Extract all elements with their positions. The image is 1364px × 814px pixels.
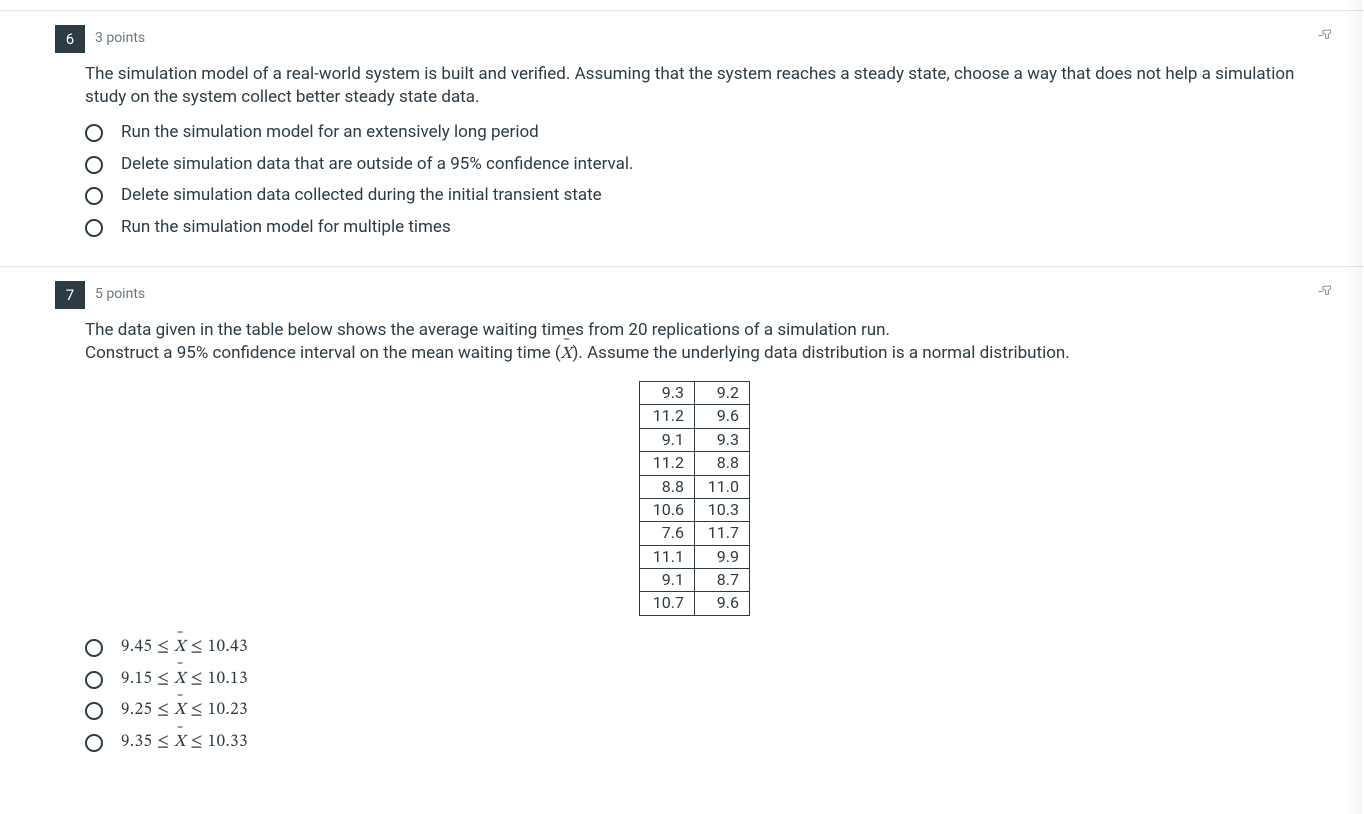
table-cell: 7.6 <box>640 522 695 545</box>
question-text: The data given in the table below shows … <box>85 319 1334 367</box>
table-row: 11.28.8 <box>640 452 750 475</box>
radio-icon[interactable] <box>85 639 103 657</box>
radio-icon[interactable] <box>85 187 103 205</box>
option-row[interactable]: Run the simulation model for an extensiv… <box>85 121 1334 145</box>
question-points: 3 points <box>95 29 145 49</box>
table-cell: 11.2 <box>640 452 695 475</box>
question-block-7: 7 5 points The data given in the table b… <box>0 266 1364 781</box>
question-number: 6 <box>55 25 85 53</box>
options-list: 9.45 ≤ X ≤ 10.43 9.15 ≤ X ≤ 10.13 9.25 ≤ X… <box>85 636 1334 755</box>
question-number: 7 <box>55 281 85 309</box>
table-row: 10.610.3 <box>640 498 750 521</box>
option-row[interactable]: Run the simulation model for multiple ti… <box>85 216 1334 240</box>
radio-icon[interactable] <box>85 671 103 689</box>
table-row: 9.18.7 <box>640 569 750 592</box>
table-cell: 9.3 <box>695 428 750 451</box>
table-cell: 9.6 <box>695 592 750 615</box>
table-row: 7.611.7 <box>640 522 750 545</box>
question-text-post: ). Assume the underlying data distributi… <box>572 343 1069 363</box>
option-row[interactable]: Delete simulation data collected during … <box>85 184 1334 208</box>
options-list: Run the simulation model for an extensiv… <box>85 121 1334 240</box>
radio-icon[interactable] <box>85 219 103 237</box>
table-cell: 11.1 <box>640 545 695 568</box>
pin-icon[interactable] <box>1318 283 1334 305</box>
table-cell: 11.0 <box>695 475 750 498</box>
scrollbar[interactable] <box>1348 0 1362 814</box>
question-text: The simulation model of a real-world sys… <box>85 63 1334 109</box>
table-row: 10.79.6 <box>640 592 750 615</box>
option-text: Delete simulation data collected during … <box>121 184 602 208</box>
question-header: 7 5 points <box>55 281 1334 309</box>
table-cell: 10.6 <box>640 498 695 521</box>
radio-icon[interactable] <box>85 156 103 174</box>
table-cell: 9.9 <box>695 545 750 568</box>
option-row[interactable]: Delete simulation data that are outside … <box>85 153 1334 177</box>
table-cell: 9.6 <box>695 405 750 428</box>
table-cell: 9.1 <box>640 569 695 592</box>
question-points: 5 points <box>95 285 145 305</box>
option-text: 9.35 ≤ X ≤ 10.33 <box>121 731 248 755</box>
table-cell: 10.3 <box>695 498 750 521</box>
table-cell: 8.8 <box>640 475 695 498</box>
table-cell: 8.7 <box>695 569 750 592</box>
question-block-6: 6 3 points The simulation model of a rea… <box>0 10 1364 266</box>
data-table: 9.39.211.29.69.19.311.28.88.811.010.610.… <box>639 381 750 616</box>
option-row[interactable]: 9.25 ≤ X ≤ 10.23 <box>85 699 1334 723</box>
radio-icon[interactable] <box>85 734 103 752</box>
option-text: 9.15 ≤ X ≤ 10.13 <box>121 668 248 692</box>
table-cell: 9.3 <box>640 381 695 404</box>
option-row[interactable]: 9.45 ≤ X ≤ 10.43 <box>85 636 1334 660</box>
table-cell: 11.7 <box>695 522 750 545</box>
table-row: 11.29.6 <box>640 405 750 428</box>
table-row: 8.811.0 <box>640 475 750 498</box>
question-header: 6 3 points <box>55 25 1334 53</box>
table-row: 11.19.9 <box>640 545 750 568</box>
pin-icon[interactable] <box>1318 27 1334 49</box>
radio-icon[interactable] <box>85 124 103 142</box>
table-cell: 10.7 <box>640 592 695 615</box>
table-cell: 9.2 <box>695 381 750 404</box>
option-text: 9.25 ≤ X ≤ 10.23 <box>121 699 248 723</box>
option-text: Delete simulation data that are outside … <box>121 153 634 177</box>
table-row: 9.39.2 <box>640 381 750 404</box>
radio-icon[interactable] <box>85 702 103 720</box>
option-text: Run the simulation model for an extensiv… <box>121 121 539 145</box>
option-text: 9.45 ≤ X ≤ 10.43 <box>121 636 248 660</box>
option-row[interactable]: 9.15 ≤ X ≤ 10.13 <box>85 668 1334 692</box>
table-cell: 8.8 <box>695 452 750 475</box>
table-cell: 9.1 <box>640 428 695 451</box>
option-text: Run the simulation model for multiple ti… <box>121 216 451 240</box>
table-row: 9.19.3 <box>640 428 750 451</box>
option-row[interactable]: 9.35 ≤ X ≤ 10.33 <box>85 731 1334 755</box>
table-cell: 11.2 <box>640 405 695 428</box>
